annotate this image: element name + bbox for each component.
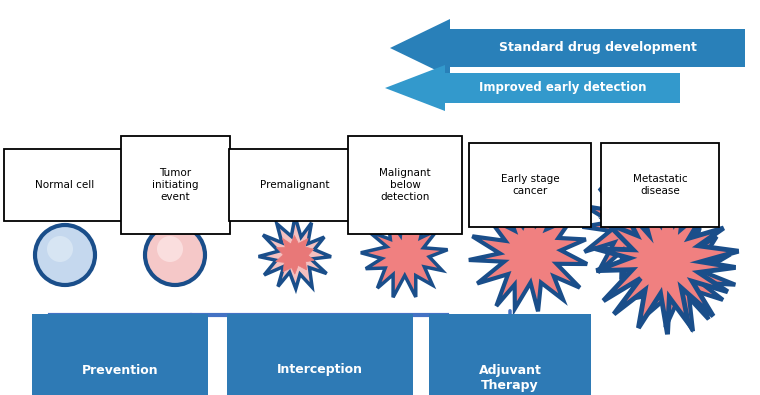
Polygon shape xyxy=(595,195,739,334)
Polygon shape xyxy=(390,19,745,77)
Polygon shape xyxy=(622,220,735,331)
Text: Normal cell: Normal cell xyxy=(36,180,95,190)
Circle shape xyxy=(47,236,73,262)
Polygon shape xyxy=(361,213,448,297)
Circle shape xyxy=(145,225,205,285)
Polygon shape xyxy=(469,197,587,311)
Text: Interception: Interception xyxy=(277,363,363,376)
Polygon shape xyxy=(276,235,314,274)
Text: Prevention: Prevention xyxy=(81,363,158,376)
Text: Premalignant: Premalignant xyxy=(260,180,330,190)
Text: Early stage
cancer: Early stage cancer xyxy=(501,174,559,196)
Circle shape xyxy=(157,236,183,262)
Text: Standard drug development: Standard drug development xyxy=(499,41,696,55)
Text: Improved early detection: Improved early detection xyxy=(479,81,646,94)
Text: Tumor
initiating
event: Tumor initiating event xyxy=(152,167,198,202)
Polygon shape xyxy=(258,217,331,289)
Polygon shape xyxy=(385,65,680,111)
Text: Adjuvant
Therapy: Adjuvant Therapy xyxy=(479,364,541,392)
Circle shape xyxy=(35,225,95,285)
Polygon shape xyxy=(582,166,701,286)
Text: Malignant
below
detection: Malignant below detection xyxy=(379,167,431,202)
Text: Metastatic
disease: Metastatic disease xyxy=(632,174,687,196)
